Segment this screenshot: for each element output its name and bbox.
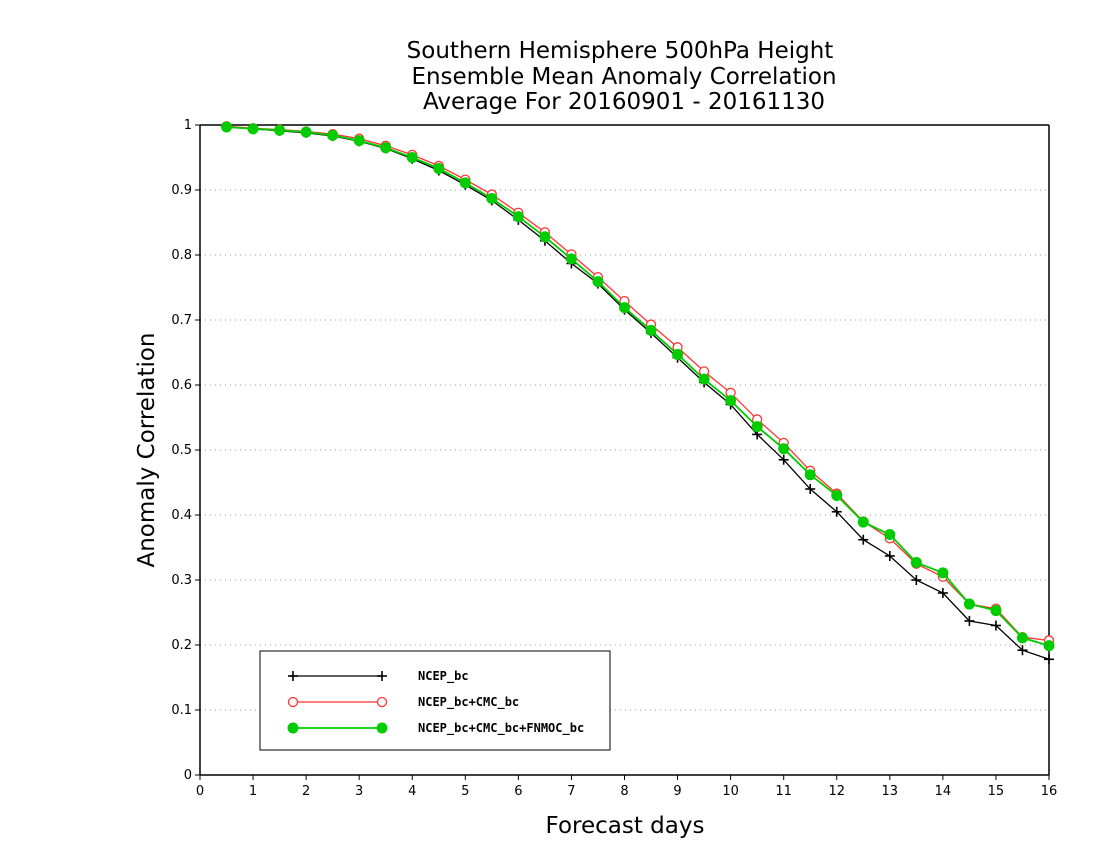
series-2-point-25 — [884, 529, 896, 540]
x-tick-label-4: 4 — [408, 784, 416, 799]
legend-label-0: NCEP_bc — [418, 669, 469, 684]
x-tick-label-0: 0 — [196, 784, 204, 799]
chart-title: Southern Hemisphere 500hPa Height Ensemb… — [407, 38, 837, 115]
series-2-point-13 — [565, 253, 577, 265]
legend: NCEP_bc NCEP_bc+CMC_bc NCEP_bc+CMC_bc+FNMO… — [259, 650, 611, 751]
series-2-point-11 — [512, 211, 524, 223]
y-tick-label-5: 0.5 — [171, 443, 192, 458]
y-tick-label-4: 0.4 — [171, 508, 192, 523]
y-tick-label-6: 0.6 — [171, 378, 192, 393]
x-tick-label-3: 3 — [355, 784, 363, 799]
legend-marker-start-2 — [287, 722, 299, 734]
x-tick-label-14: 14 — [935, 784, 952, 799]
x-axis-label: Forecast days — [546, 813, 705, 839]
series-0-point-24 — [858, 534, 869, 545]
y-tick-label-2: 0.2 — [171, 638, 192, 653]
y-tick-label-3: 0.3 — [171, 573, 192, 588]
legend-box — [259, 650, 611, 751]
series-2-point-18 — [698, 373, 710, 385]
legend-marker-start-1 — [287, 696, 299, 708]
series-2-point-9 — [459, 177, 471, 189]
series-2-point-12 — [539, 231, 551, 243]
series-0-point-27 — [937, 588, 948, 598]
series-2-point-2 — [274, 124, 286, 136]
chart-title-line-3: Average For 20160901 - 20161130 — [423, 89, 825, 115]
series-0-point-22 — [805, 484, 816, 494]
x-tick-label-5: 5 — [461, 784, 469, 799]
series-line-1 — [226, 125, 1050, 642]
x-tick-label-11: 11 — [775, 784, 792, 799]
series-0-point-30 — [1017, 645, 1028, 656]
series-2-point-15 — [619, 302, 630, 314]
x-tick-label-16: 16 — [1041, 784, 1058, 799]
series-2-point-17 — [672, 348, 684, 360]
x-tick-label-6: 6 — [514, 784, 522, 799]
data-series — [221, 121, 1055, 665]
x-tick-label-10: 10 — [722, 784, 739, 799]
series-0-point-23 — [831, 506, 842, 517]
x-tick-label-9: 9 — [673, 784, 681, 799]
series-2-point-19 — [725, 395, 737, 407]
series-2-point-8 — [433, 163, 445, 175]
x-tick-label-13: 13 — [882, 784, 899, 799]
chart-title-line-1: Southern Hemisphere 500hPa Height — [407, 38, 834, 64]
y-tick-label-10: 1 — [184, 118, 192, 133]
x-tick-label-15: 15 — [988, 784, 1005, 799]
y-tick-label-7: 0.7 — [171, 313, 192, 328]
legend-marker-end-2 — [376, 722, 388, 734]
y-tick-label-1: 0.1 — [171, 703, 192, 718]
series-2-point-29 — [990, 605, 1002, 617]
series-2-point-6 — [380, 142, 392, 154]
legend-entry-2: NCEP_bc+CMC_bc+FNMOC_bc — [287, 721, 584, 736]
series-2-point-21 — [778, 443, 790, 455]
series-0-point-31 — [1044, 654, 1054, 665]
series-2-point-14 — [592, 276, 604, 288]
series-2 — [221, 121, 1055, 652]
x-tick-label-7: 7 — [567, 784, 575, 799]
legend-marker-start-0 — [288, 671, 298, 681]
series-2-point-31 — [1043, 640, 1055, 652]
legend-marker-end-1 — [376, 696, 388, 708]
series-2-point-30 — [1016, 632, 1028, 644]
legend-label-2: NCEP_bc+CMC_bc+FNMOC_bc — [418, 721, 584, 736]
series-0 — [221, 121, 1054, 665]
series-2-point-4 — [327, 129, 339, 141]
y-tick-label-0: 0 — [184, 768, 192, 783]
series-2-point-22 — [804, 469, 816, 481]
legend-entry-0: NCEP_bc — [288, 669, 469, 684]
series-line-0 — [226, 126, 1050, 660]
series-2-point-10 — [486, 192, 498, 204]
series-0-point-29 — [990, 620, 1001, 631]
series-2-point-3 — [300, 126, 312, 138]
series-2-point-23 — [831, 490, 843, 501]
axes: 00.10.20.30.40.50.60.70.80.910 1 2 3 4 5 6 7 8 9 1… — [171, 118, 1057, 799]
legend-entry-1: NCEP_bc+CMC_bc — [287, 695, 519, 710]
legend-label-1: NCEP_bc+CMC_bc — [418, 695, 519, 710]
series-0-point-21 — [778, 454, 789, 465]
chart-title-line-2: Ensemble Mean Anomaly Correlation — [411, 64, 836, 90]
x-tick-label-8: 8 — [620, 784, 628, 799]
series-2-point-24 — [857, 516, 869, 528]
series-2-point-16 — [645, 324, 657, 336]
series-2-point-20 — [751, 421, 763, 433]
gridlines — [200, 189, 1049, 711]
series-2-point-1 — [247, 123, 259, 135]
series-2-point-26 — [910, 556, 922, 568]
y-axis-label: Anomaly Correlation — [134, 332, 160, 567]
x-tick-label-2: 2 — [302, 784, 310, 799]
series-0-point-25 — [884, 550, 895, 561]
series-2-point-0 — [221, 121, 233, 133]
x-tick-label-1: 1 — [249, 784, 257, 799]
legend-marker-end-0 — [377, 671, 387, 681]
series-2-point-5 — [353, 135, 365, 147]
x-tick-label-12: 12 — [828, 784, 845, 799]
y-tick-label-9: 0.9 — [171, 183, 192, 198]
series-2-point-28 — [963, 598, 975, 610]
series-2-point-7 — [406, 152, 418, 163]
series-2-point-27 — [937, 567, 949, 579]
y-tick-label-8: 0.8 — [171, 248, 192, 263]
series-0-point-28 — [964, 615, 975, 626]
series-0-point-26 — [911, 575, 922, 585]
